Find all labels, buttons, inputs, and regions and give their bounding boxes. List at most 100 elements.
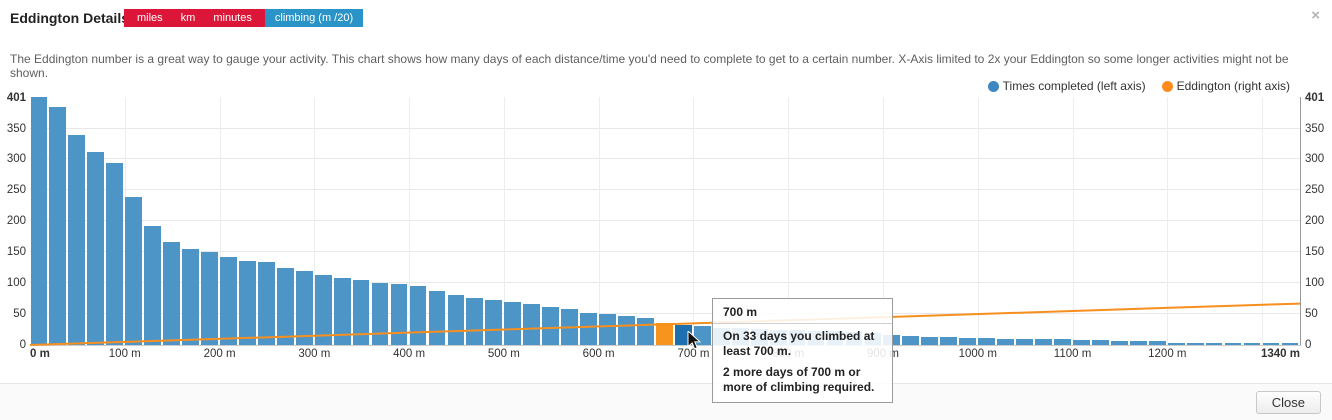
page-title: Eddington Details [10,10,129,26]
bar[interactable] [921,336,939,345]
bar[interactable] [428,291,446,345]
bar[interactable] [352,280,370,345]
bar[interactable] [295,270,313,345]
y-axis-right: 0 50 100 150 200 250 300 350 401 [1304,92,1330,351]
legend-item-1[interactable]: Eddington (right axis) [1161,79,1290,93]
bar[interactable] [1129,340,1147,345]
y-tick-label: 100 [6,277,26,290]
x-tick-label: 500 m [487,348,520,360]
bar[interactable] [1016,338,1033,345]
gridline-v [977,97,979,345]
tooltip-line2: 2 more days of 700 m or more of climbing… [723,365,875,394]
y-tick-label: 250 [1305,184,1325,197]
bar[interactable] [618,315,635,345]
bar[interactable] [997,338,1014,345]
bar[interactable] [940,336,958,345]
bar[interactable] [447,294,465,345]
bar[interactable] [1054,339,1071,345]
y-axis-left: 0 50 100 150 200 250 300 350 401 [0,92,28,351]
bar[interactable] [257,262,275,345]
tab-miles[interactable]: miles [137,12,163,24]
bar[interactable] [333,278,351,345]
bar[interactable] [1186,343,1204,345]
bar[interactable] [220,256,237,345]
bar[interactable] [409,285,427,345]
close-icon[interactable]: × [1311,7,1320,24]
bar[interactable] [276,268,294,345]
bar[interactable] [30,97,48,345]
bar[interactable] [1110,340,1128,345]
bar[interactable] [561,309,578,345]
bar[interactable] [978,338,995,345]
gridline-v [219,97,221,345]
bar[interactable] [371,282,389,345]
bar[interactable] [637,318,654,345]
bar[interactable] [49,106,67,345]
bar[interactable] [902,336,920,345]
modal-footer: Close [0,383,1332,420]
x-tick-label: 0 m [30,348,50,360]
bar[interactable] [163,241,180,345]
gridline-h [30,189,1300,191]
bar[interactable] [1281,343,1299,345]
bar[interactable] [1091,340,1109,345]
tooltip-title: 700 m [713,299,892,324]
tab-climbing[interactable]: climbing (m /20) [264,9,364,27]
y-tick-label: 300 [6,153,26,166]
bar[interactable] [87,152,105,345]
bar[interactable] [68,134,86,345]
bar[interactable] [523,304,541,345]
bar[interactable] [239,260,256,345]
bar[interactable] [1205,343,1223,345]
bar-eddington[interactable] [656,323,673,345]
tab-minutes[interactable]: minutes [213,12,252,24]
bar[interactable] [1035,339,1052,345]
tab-km[interactable]: km [180,12,196,24]
bar[interactable] [201,252,218,345]
close-button[interactable]: Close [1255,391,1321,414]
bar[interactable] [1167,342,1185,345]
gridline-h [30,251,1300,253]
bar[interactable] [390,284,408,345]
bar[interactable] [125,196,143,345]
bar[interactable] [1148,341,1166,345]
right-axis-line [1300,97,1301,346]
bar[interactable] [314,275,332,345]
bar[interactable] [485,300,503,345]
bar[interactable] [959,337,977,345]
unit-tabs: miles km minutes climbing (m /20) [124,9,364,27]
y-max-label: 401 [6,92,26,104]
gridline-v [409,97,411,345]
bar[interactable] [1224,343,1242,345]
y-tick-label: 300 [1305,153,1325,166]
y-tick-label: 100 [1305,277,1325,290]
gridline-h [30,158,1300,160]
modal-header: Eddington Details miles km minutes climbin… [10,8,1322,30]
bar[interactable] [504,302,522,345]
bar[interactable] [580,312,597,345]
gridline-v [693,97,695,345]
bar-hovered[interactable] [674,324,692,345]
bar[interactable] [144,226,161,345]
bar[interactable] [542,306,560,345]
bar[interactable] [466,298,484,345]
bar[interactable] [1262,343,1280,345]
gridline-v [1167,97,1169,345]
legend-item-0[interactable]: Times completed (left axis) [987,79,1146,93]
gridline-v [503,97,505,345]
bar[interactable] [1243,343,1261,345]
x-tick-label: 100 m [108,348,141,360]
bar[interactable] [1073,340,1090,345]
x-tick-label: 1200 m [1148,348,1187,360]
x-tick-label: 300 m [298,348,331,360]
bar[interactable] [693,326,711,345]
bar[interactable] [106,162,124,345]
bar[interactable] [599,314,616,345]
y-tick-label: 350 [1305,122,1325,135]
bar-tooltip: 700 m On 33 days you climbed at least 70… [712,298,893,403]
x-axis-line [30,345,1301,346]
bar[interactable] [182,249,199,345]
y-max-label: 401 [1305,92,1325,104]
legend-dot-icon [987,80,999,92]
